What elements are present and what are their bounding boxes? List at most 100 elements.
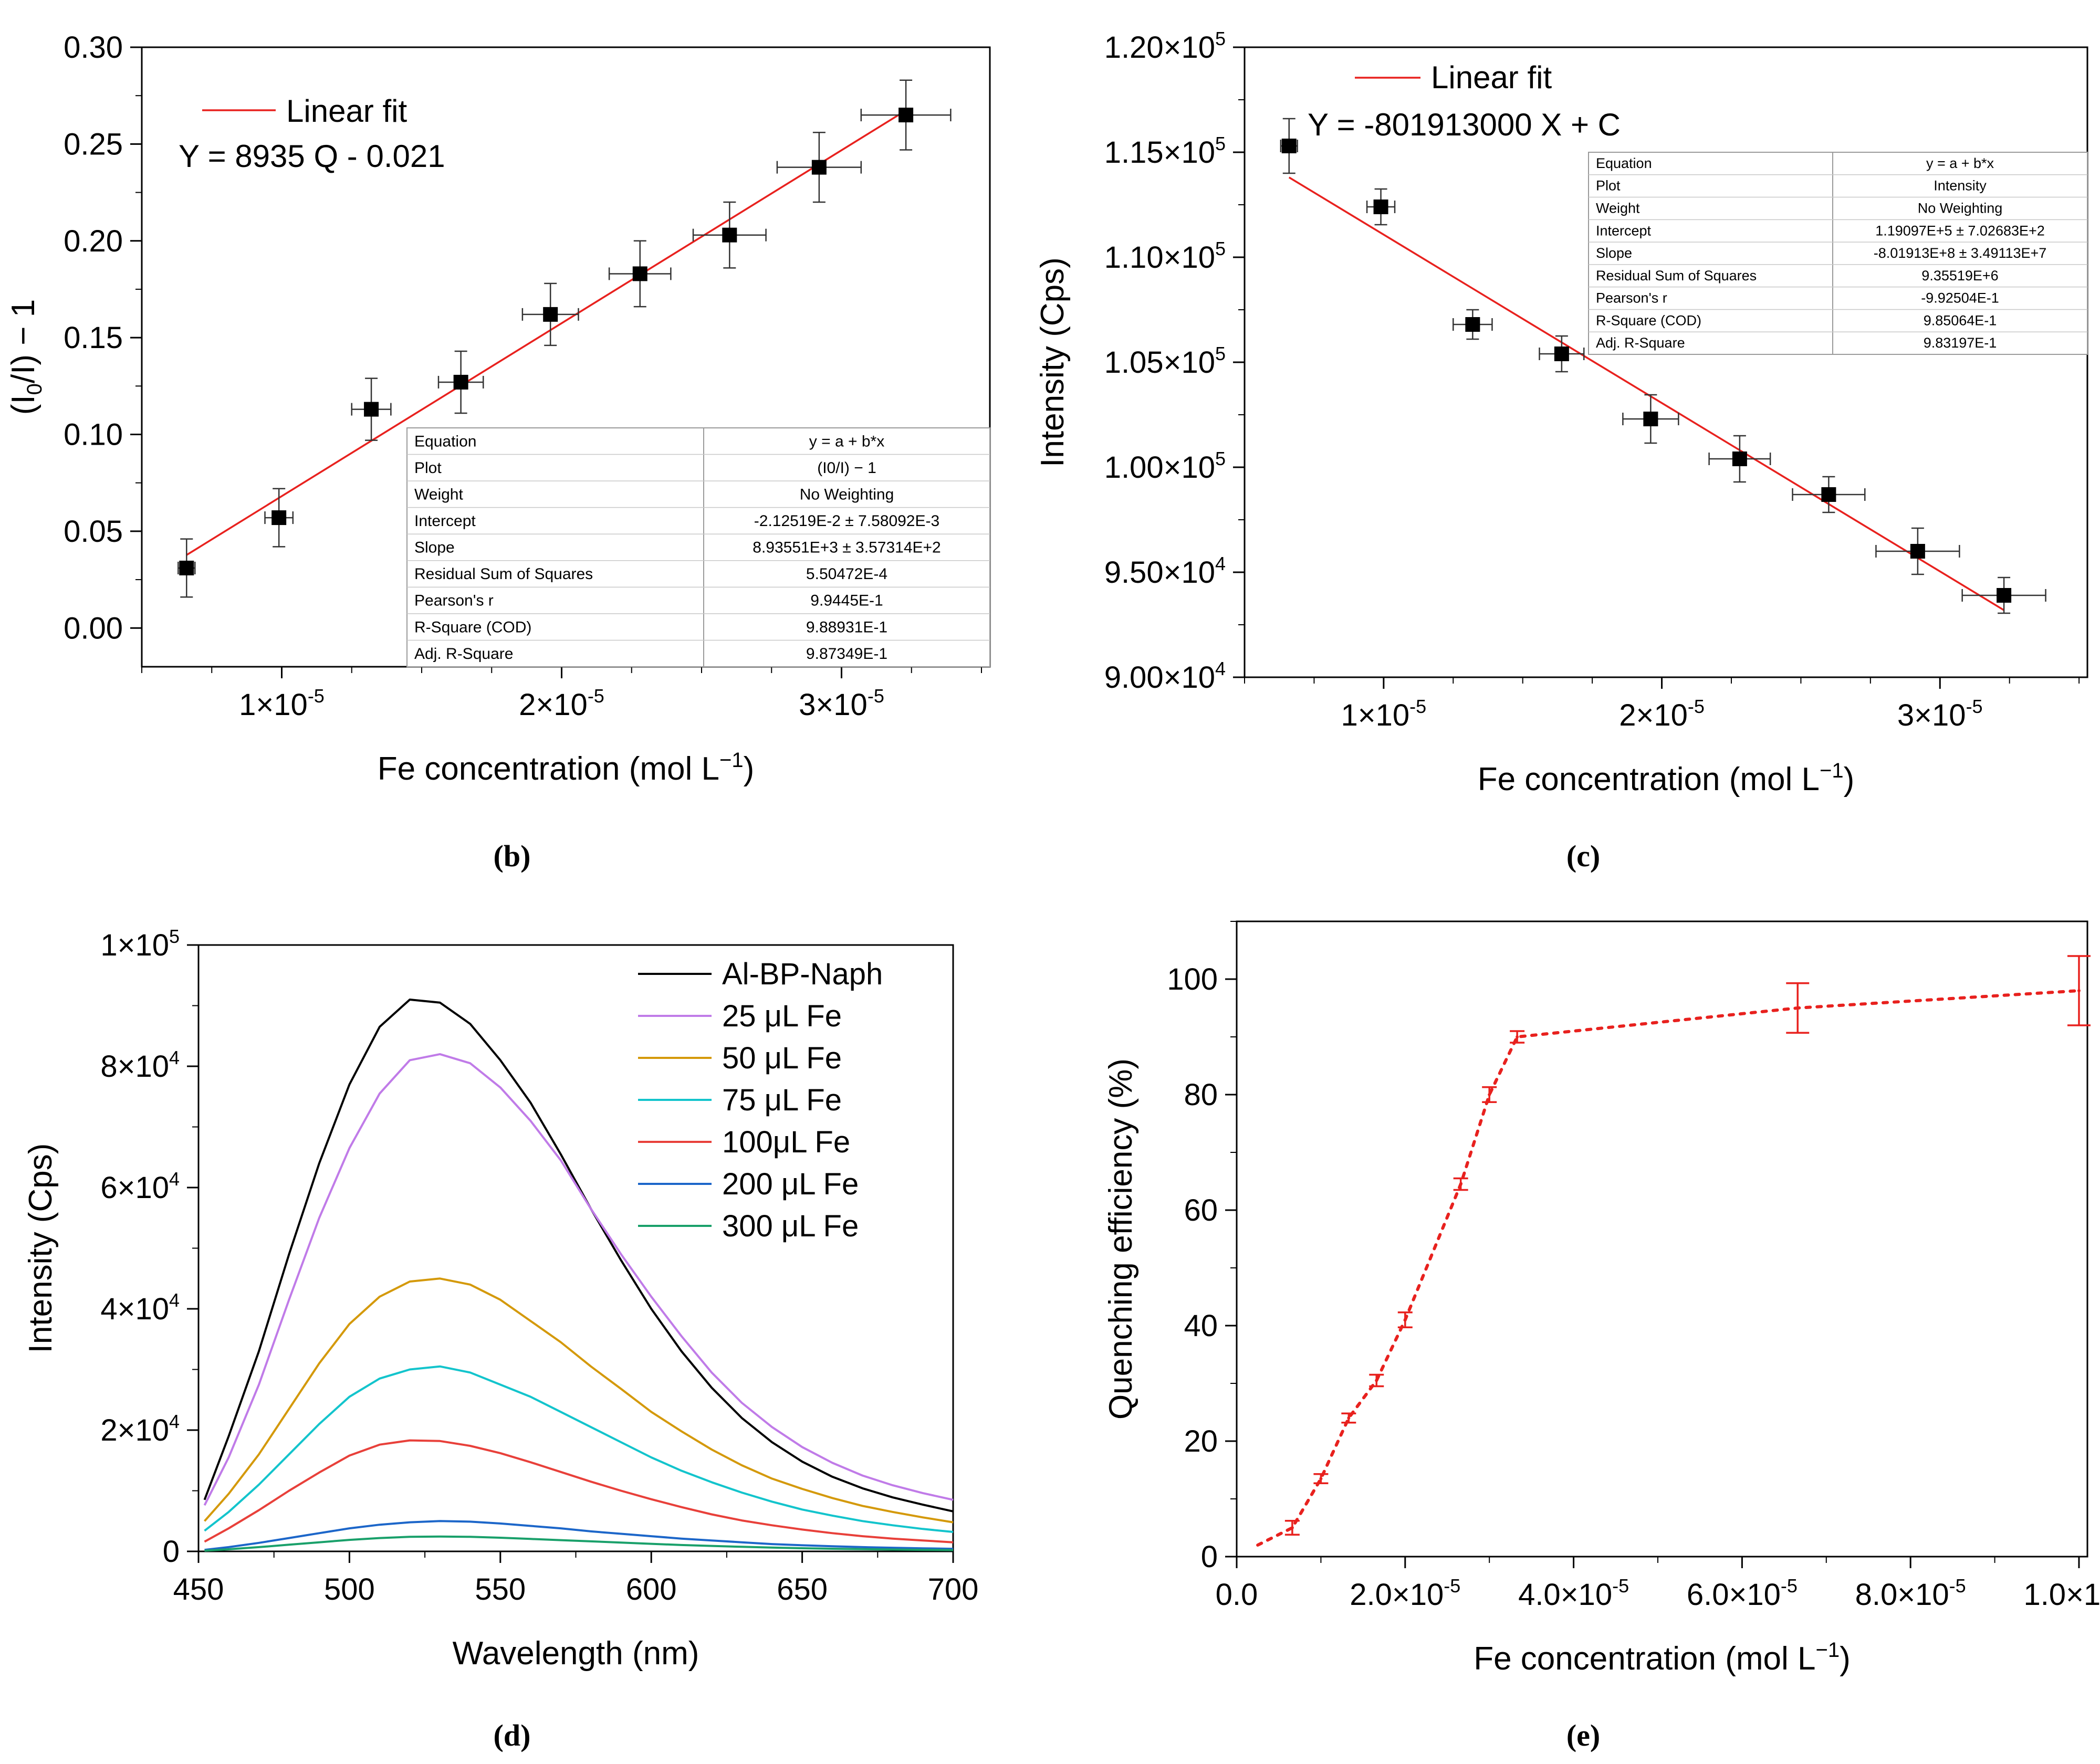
y-tick-label-e-3: 60 (1184, 1193, 1218, 1227)
x-tick-label-e-5: 1.0×10-4 (2023, 1575, 2100, 1612)
x-tick-label-b-0: 1×10-5 (239, 685, 325, 722)
x-tick-label-e-3: 6.0×10-5 (1687, 1575, 1798, 1612)
x-tick-label-d-2: 550 (475, 1572, 526, 1606)
stats-key-c-4: Slope (1596, 245, 1632, 261)
y-tick-label-b-1: 0.05 (64, 514, 123, 549)
legend-label-d-0: Al-BP-Naph (722, 957, 883, 991)
stats-value-c-6: -9.92504E-1 (1921, 290, 1999, 306)
data-point-c-4 (1643, 412, 1658, 426)
data-point-b-6 (722, 227, 737, 243)
y-tick-label-d-5: 1×105 (100, 926, 180, 962)
panel-d-emission-spectra: 450 500 550 600 650 700 0 2×104 4×104 6×104 8×104 1… (23, 926, 978, 1752)
y-tick-label-b-2: 0.10 (64, 418, 123, 452)
panel-label-b: (b) (494, 839, 531, 873)
stats-value-c-7: 9.85064E-1 (1924, 312, 1997, 328)
y-tick-label-b-0: 0.00 (64, 611, 123, 645)
x-axis-title-d: Wavelength (nm) (453, 1635, 699, 1672)
stats-value-b-6: 9.9445E-1 (810, 592, 883, 610)
stats-key-c-2: Weight (1596, 201, 1640, 216)
quench-point-9 (2077, 989, 2081, 992)
data-point-c-6 (1821, 487, 1836, 502)
y-tick-label-c-3: 1.05×105 (1104, 343, 1226, 380)
data-point-b-1 (271, 510, 287, 526)
y-axis-title-d: Intensity (Cps) (23, 1143, 59, 1353)
legend-label-d-3: 75 μL Fe (722, 1083, 842, 1117)
x-tick-label-b-2: 3×10-5 (799, 685, 884, 722)
data-point-b-8 (898, 108, 914, 123)
stats-value-c-0: y = a + b*x (1926, 155, 1994, 171)
x-tick-label-d-5: 700 (928, 1572, 979, 1606)
stats-key-b-2: Weight (414, 486, 463, 503)
stats-value-c-2: No Weighting (1918, 201, 2003, 216)
stats-key-b-0: Equation (414, 433, 476, 450)
panel-c-intensity-linear-fit: 1×10-5 2×10-5 3×10-5 9.00×104 9.50×104 1.00×1… (1035, 28, 2088, 873)
series-line-d-6 (204, 1535, 954, 1552)
quenching-dotted-line (1256, 989, 2081, 1547)
quench-point-5 (1459, 1182, 1462, 1186)
x-axis-title-e: Fe concentration (mol L−1) (1474, 1639, 1851, 1677)
legend-label-d-1: 25 μL Fe (722, 999, 842, 1033)
x-tick-label-c-2: 3×10-5 (1897, 696, 1983, 732)
panel-e-quenching-efficiency: 0.0 2.0×10-5 4.0×10-5 6.0×10-5 8.0×10-5 1.0×1… (1103, 920, 2100, 1752)
x-tick-label-d-4: 650 (777, 1572, 828, 1606)
y-tick-label-b-4: 0.20 (64, 224, 123, 258)
stats-value-b-4: 8.93551E+3 ± 3.57314E+2 (753, 539, 941, 556)
stats-value-b-5: 5.50472E-4 (806, 565, 887, 583)
legend-label-c: Linear fit (1431, 60, 1552, 95)
quench-point-1 (1319, 1477, 1323, 1480)
data-point-c-8 (1997, 588, 2012, 603)
series-line-d-2 (204, 1277, 954, 1524)
x-tick-label-e-2: 4.0×10-5 (1518, 1575, 1629, 1612)
stats-value-b-2: No Weighting (800, 486, 894, 503)
stats-table-c (1588, 152, 2088, 355)
fit-line-c (1288, 176, 2004, 611)
stats-value-c-5: 9.35519E+6 (1921, 268, 1998, 284)
x-tick-label-d-0: 450 (173, 1572, 224, 1606)
y-tick-label-d-2: 4×104 (100, 1289, 180, 1326)
series-line-d-4 (204, 1439, 954, 1544)
stats-key-b-7: R-Square (COD) (414, 618, 531, 636)
data-point-c-7 (1910, 544, 1925, 559)
y-tick-label-e-1: 20 (1184, 1424, 1218, 1458)
y-tick-label-b-5: 0.25 (64, 127, 123, 161)
y-tick-label-c-1: 9.50×104 (1104, 553, 1226, 590)
data-point-b-2 (364, 402, 379, 417)
data-point-c-3 (1554, 346, 1569, 361)
data-point-c-5 (1732, 452, 1747, 466)
y-axis-title-b: (I0/I) − 1 (5, 299, 46, 415)
plot-frame-e (1236, 920, 2088, 1558)
y-tick-label-e-5: 100 (1167, 962, 1218, 996)
legend-label-d-6: 300 μL Fe (722, 1209, 859, 1243)
quench-point-2 (1347, 1416, 1351, 1420)
y-tick-label-d-0: 0 (163, 1535, 180, 1569)
data-point-b-0 (179, 560, 194, 575)
data-point-b-4 (543, 307, 558, 322)
stats-key-c-5: Residual Sum of Squares (1596, 268, 1757, 284)
quench-point-6 (1488, 1093, 1491, 1096)
stats-value-c-3: 1.19097E+5 ± 7.02683E+2 (1875, 223, 2045, 238)
y-tick-label-d-3: 6×104 (100, 1168, 180, 1205)
y-tick-label-b-3: 0.15 (64, 321, 123, 355)
legend-label-d-5: 200 μL Fe (722, 1167, 859, 1201)
stats-value-c-4: -8.01913E+8 ± 3.49113E+7 (1874, 245, 2047, 261)
stats-key-c-8: Adj. R-Square (1596, 335, 1685, 351)
series-line-d-3 (204, 1365, 954, 1533)
x-tick-label-c-1: 2×10-5 (1619, 696, 1705, 732)
legend-label-b: Linear fit (286, 93, 407, 129)
stats-key-c-1: Plot (1596, 178, 1621, 194)
stats-key-b-3: Intercept (414, 512, 476, 530)
x-tick-label-d-3: 600 (626, 1572, 677, 1606)
x-axis-title-b: Fe concentration (mol L−1) (378, 749, 755, 787)
panel-label-e: (e) (1566, 1718, 1600, 1752)
fit-equation-b: Y = 8935 Q - 0.021 (179, 139, 445, 174)
y-tick-label-c-5: 1.15×105 (1104, 133, 1226, 170)
y-tick-label-e-0: 0 (1201, 1540, 1218, 1574)
data-point-b-3 (453, 374, 468, 390)
x-tick-label-b-1: 2×10-5 (519, 685, 604, 722)
plot-frame-d (197, 944, 954, 1552)
series-line-d-1 (203, 1053, 954, 1506)
quench-point-4 (1403, 1318, 1407, 1321)
y-tick-label-e-4: 80 (1184, 1078, 1218, 1112)
data-point-b-7 (811, 160, 827, 175)
